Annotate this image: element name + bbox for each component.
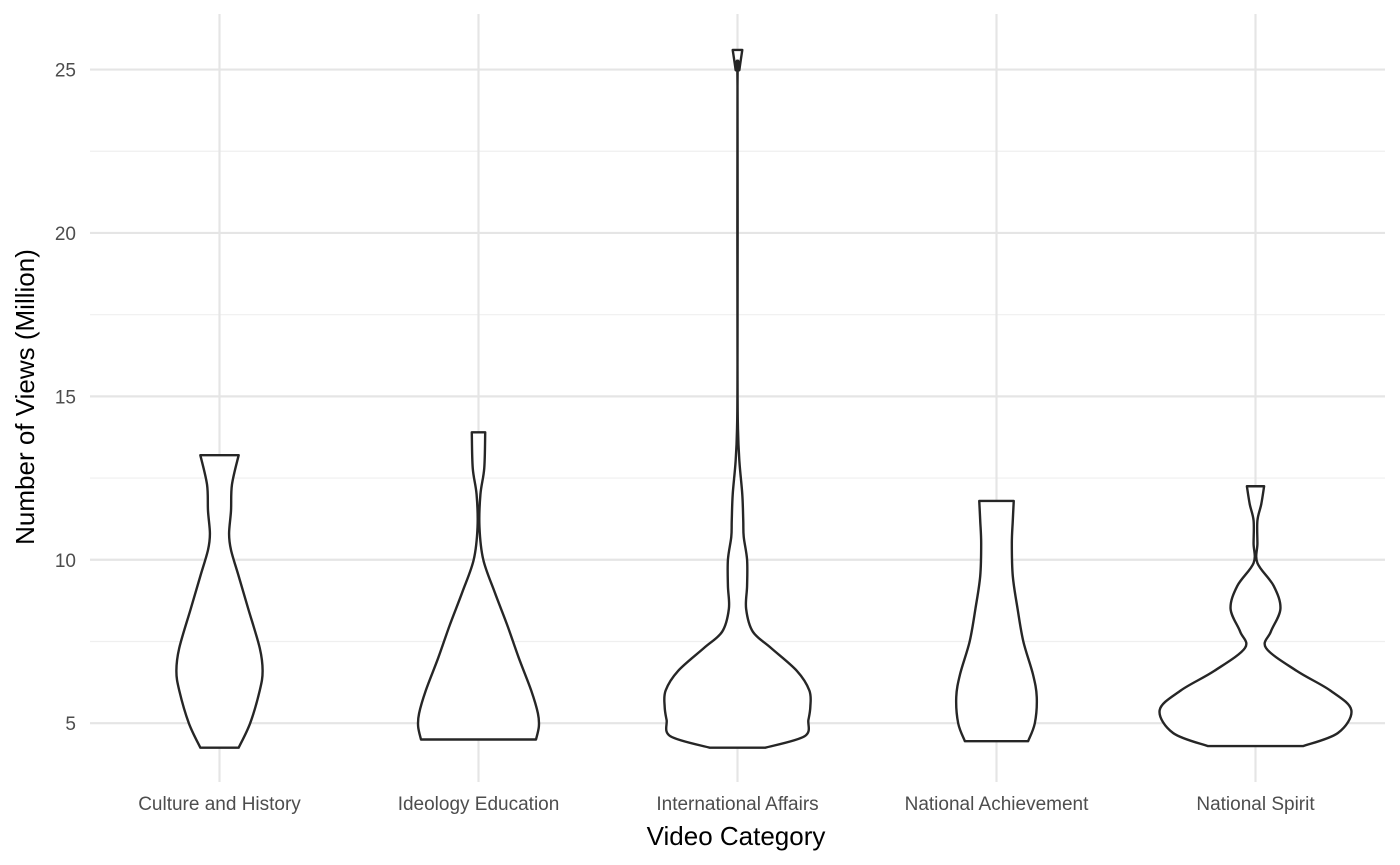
- x-tick-labels: Culture and History Ideology Education Int…: [138, 794, 1315, 815]
- violin-ideology-education: [416, 431, 541, 741]
- y-tick-label: 25: [55, 61, 76, 82]
- violin-national-achievement: [954, 499, 1039, 743]
- violins: [175, 48, 1353, 749]
- x-tick-label: International Affairs: [656, 794, 818, 815]
- y-tick-labels: 5 10 15 20 25: [55, 61, 76, 736]
- y-tick-label: 15: [55, 387, 76, 408]
- x-tick-label: National Achievement: [905, 794, 1089, 815]
- y-tick-label: 20: [55, 224, 76, 245]
- violin-culture-and-history: [175, 453, 264, 749]
- violin-national-spirit: [1158, 485, 1353, 748]
- x-tick-label: Culture and History: [138, 794, 301, 815]
- y-tick-label: 5: [65, 714, 76, 735]
- x-axis-title: Video Category: [647, 821, 826, 851]
- y-tick-label: 10: [55, 551, 76, 572]
- x-tick-label: National Spirit: [1196, 794, 1315, 815]
- y-axis-title: Number of Views (Million): [10, 249, 40, 545]
- violin-international-affairs: [663, 48, 812, 749]
- x-tick-label: Ideology Education: [398, 794, 560, 815]
